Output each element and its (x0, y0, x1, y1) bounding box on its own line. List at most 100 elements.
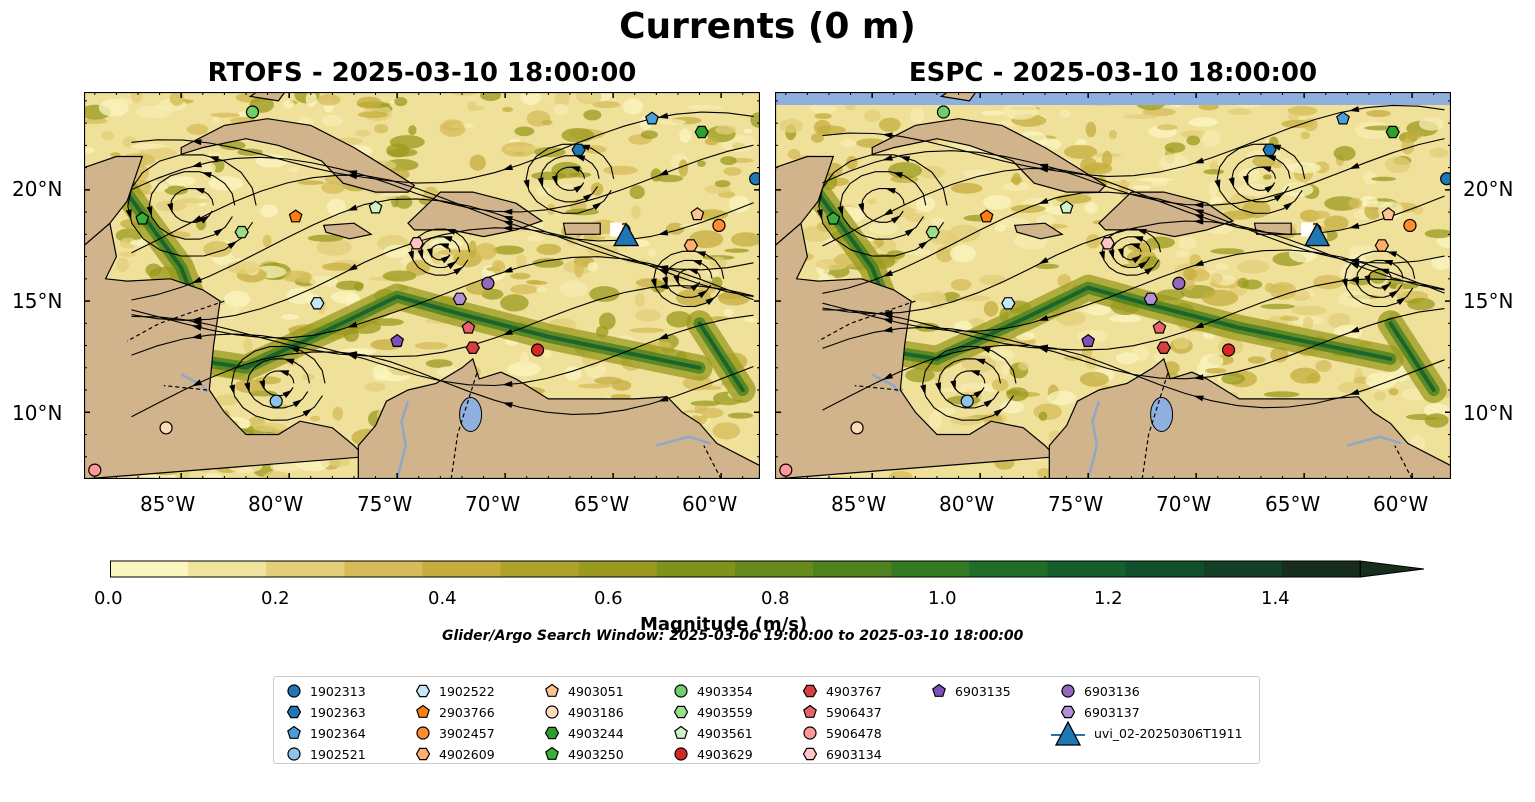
streamline-arrow (502, 328, 513, 336)
streamline (922, 345, 1017, 421)
float-marker-1902522 (1001, 297, 1016, 310)
streamline-arrow (570, 166, 581, 173)
streamline (148, 171, 236, 240)
float-marker-4903250 (135, 211, 150, 225)
country-border (817, 300, 916, 342)
colorbar-segment (1125, 561, 1205, 577)
streamline-arrow (1228, 177, 1235, 188)
streamline-arrow (191, 324, 202, 331)
legend-marker-4902609 (415, 747, 431, 761)
streamline (653, 250, 725, 308)
legend-marker-4903767 (802, 684, 818, 698)
legend-marker-icon (286, 705, 302, 719)
lon-tick-rtofs-75: 75°W (357, 492, 413, 516)
streamline-arrow (1264, 184, 1275, 193)
streamline-arrow (347, 204, 358, 211)
streamline-arrow (125, 209, 132, 220)
streamline-arrow (201, 172, 212, 178)
streamline-arrow (502, 225, 513, 232)
float-marker-4902609 (683, 239, 699, 252)
streamline-arrow (1242, 175, 1249, 186)
legend-label: 4903186 (568, 704, 624, 720)
float-marker-4903250 (826, 211, 841, 225)
streamline-arrow (208, 156, 219, 163)
streamline-arrow (442, 236, 453, 242)
legend-marker-5906478 (803, 726, 817, 740)
map-panel-rtofs (84, 92, 760, 479)
legend-item-6903137: 6903137 (1060, 702, 1140, 722)
legend-marker-icon (287, 725, 301, 739)
streamline-arrow (502, 164, 513, 171)
legend-marker-icon (545, 705, 559, 719)
float-marker-6903136 (1172, 276, 1186, 290)
legend-label: 4903250 (568, 746, 624, 762)
legend-marker-1902521 (287, 747, 301, 761)
colorbar-extend-arrow (1359, 560, 1425, 578)
legend-label: 4903051 (568, 683, 624, 699)
streamline-arrow (1131, 255, 1142, 264)
streamline-arrow (1037, 345, 1048, 352)
float-marker-1902364 (645, 111, 659, 125)
streamline-arrow (1386, 251, 1397, 258)
streamline-arrow (687, 268, 699, 275)
streamline-arrow (1261, 166, 1272, 173)
colorbar-tick: 0.6 (594, 588, 623, 609)
legend-label: 4902609 (439, 746, 495, 762)
legend-label: 1902313 (310, 683, 366, 699)
streamline-arrow (146, 206, 153, 217)
float-marker-6903136 (481, 276, 495, 290)
streamline-arrow (537, 177, 544, 188)
colorbar-segment (1203, 561, 1283, 577)
float-marker-4903244 (1385, 125, 1400, 139)
streamline-arrow (882, 310, 893, 316)
legend-item-4902609: 4902609 (415, 744, 495, 764)
colorbar-segment (110, 561, 189, 577)
colorbar-tick: 0.4 (428, 588, 457, 609)
float-marker-6903137 (452, 292, 467, 306)
legend-marker-icon (802, 747, 818, 761)
legend-item-4903559: 4903559 (673, 702, 753, 722)
streamline-arrow (1382, 260, 1394, 266)
streamline-arrow (592, 202, 603, 211)
streamline-arrow (935, 382, 942, 393)
float-marker-2903766 (979, 209, 994, 223)
lat-tick-left-15: 15°N (12, 289, 63, 313)
streamline-arrow (1381, 282, 1392, 292)
streamline-arrow (1193, 322, 1204, 329)
streamline-arrow (657, 112, 669, 119)
legend-item-1902313: 1902313 (286, 681, 366, 701)
streamline-arrow (950, 380, 957, 391)
legend-item-4903244: 4903244 (544, 723, 624, 743)
streamline-arrow (1341, 278, 1348, 289)
streamline-arrow (346, 173, 358, 180)
streamline-arrow (1138, 260, 1148, 270)
streamline-arrow (662, 276, 668, 288)
legend-label: 4903767 (826, 683, 882, 699)
float-marker-4903561 (368, 200, 383, 214)
legend-label: 4903244 (568, 725, 624, 741)
streamline-arrow (1193, 209, 1204, 216)
legend-item-4903250: 4903250 (544, 744, 624, 764)
lon-tick-espc-80: 80°W (939, 492, 995, 516)
float-marker-5906478 (88, 463, 102, 477)
streamline-arrow (658, 395, 669, 402)
streamline (818, 154, 948, 257)
float-marker-4903767 (1156, 341, 1171, 354)
streamline-arrow (191, 161, 202, 168)
panel-title-rtofs: RTOFS - 2025-03-10 18:00:00 (207, 58, 637, 88)
colorbar-segment (578, 561, 658, 577)
streamline-arrow (1108, 249, 1115, 260)
legend-marker-1902522 (415, 684, 431, 698)
streamline-arrow (284, 358, 295, 365)
legend-item-2903766: 2903766 (415, 702, 495, 722)
streamline (822, 191, 1445, 294)
streamline-arrow (1348, 258, 1360, 265)
country-border (163, 385, 208, 391)
streamline-arrow (882, 132, 893, 139)
legend-marker-4903051 (545, 683, 559, 697)
streamline (1101, 228, 1162, 276)
land-jamaica (322, 222, 373, 240)
axis-ticks (775, 92, 1451, 479)
streamline-arrow (1117, 248, 1124, 259)
streamline-arrow (573, 184, 584, 193)
